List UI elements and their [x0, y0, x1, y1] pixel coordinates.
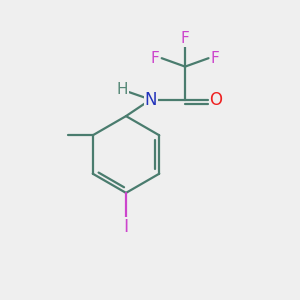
- Text: H: H: [117, 82, 128, 97]
- Text: F: F: [151, 51, 160, 66]
- Text: F: F: [181, 31, 190, 46]
- Text: O: O: [209, 91, 223, 109]
- Text: F: F: [211, 51, 220, 66]
- Text: I: I: [123, 218, 129, 236]
- Text: N: N: [144, 91, 157, 109]
